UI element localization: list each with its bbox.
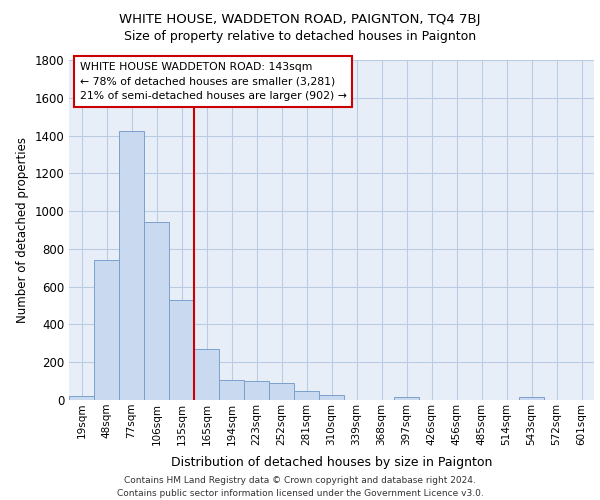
Bar <box>319 396 344 400</box>
Bar <box>169 300 194 400</box>
Text: WHITE HOUSE WADDETON ROAD: 143sqm
← 78% of detached houses are smaller (3,281)
2: WHITE HOUSE WADDETON ROAD: 143sqm ← 78% … <box>79 62 346 102</box>
Bar <box>219 380 244 400</box>
Bar <box>394 397 419 400</box>
Y-axis label: Number of detached properties: Number of detached properties <box>16 137 29 323</box>
Bar <box>194 349 219 400</box>
Bar <box>294 390 319 400</box>
Bar <box>119 131 144 400</box>
Bar <box>69 396 94 400</box>
X-axis label: Distribution of detached houses by size in Paignton: Distribution of detached houses by size … <box>171 456 492 469</box>
Bar <box>269 383 294 400</box>
Bar <box>144 222 169 400</box>
Bar <box>244 381 269 400</box>
Text: Size of property relative to detached houses in Paignton: Size of property relative to detached ho… <box>124 30 476 43</box>
Bar <box>94 260 119 400</box>
Bar <box>519 397 544 400</box>
Text: WHITE HOUSE, WADDETON ROAD, PAIGNTON, TQ4 7BJ: WHITE HOUSE, WADDETON ROAD, PAIGNTON, TQ… <box>119 12 481 26</box>
Text: Contains HM Land Registry data © Crown copyright and database right 2024.
Contai: Contains HM Land Registry data © Crown c… <box>116 476 484 498</box>
